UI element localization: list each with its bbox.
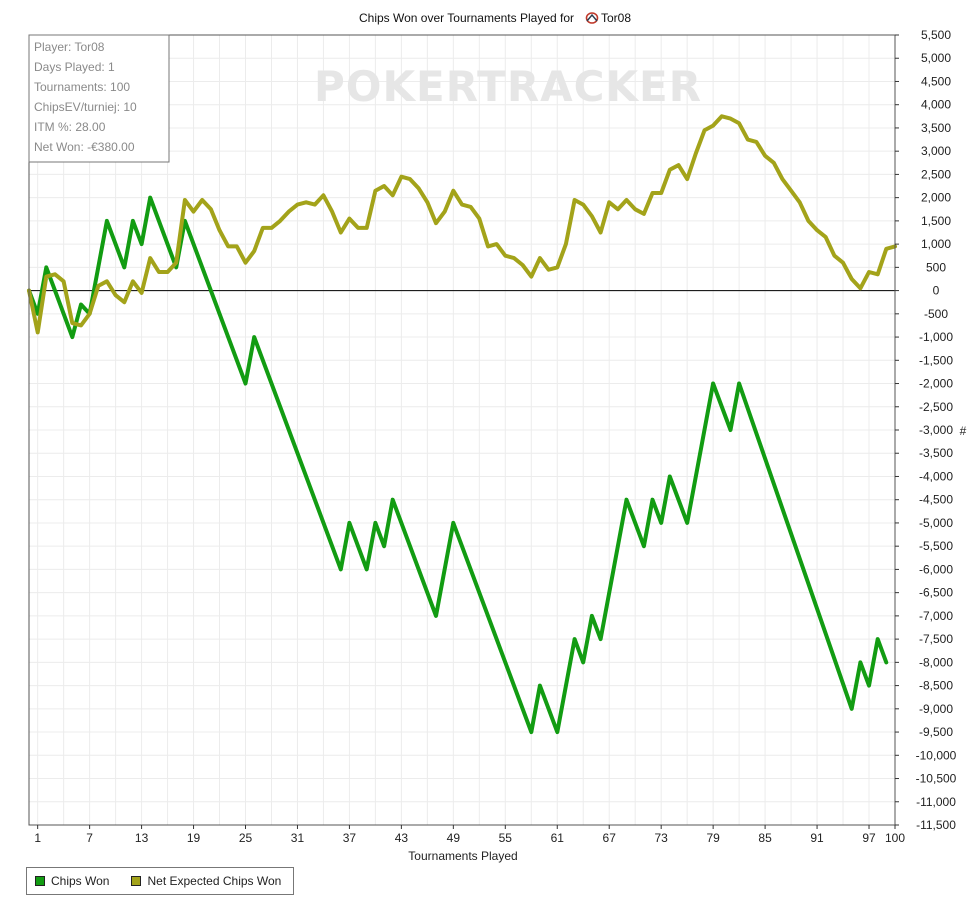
info-box: Player: Tor08 Days Played: 1 Tournaments… (28, 34, 170, 163)
info-itm: ITM %: 28.00 (34, 120, 106, 134)
chart-title-text: Chips Won over Tournaments Played for (359, 11, 574, 25)
pokertracker-watermark: POKERTRACKER (314, 62, 702, 111)
y-tick-label: -10,500 (916, 772, 957, 786)
series-layer (27, 114, 897, 735)
y-tick-label: 4,000 (921, 98, 951, 112)
x-tick-label: 97 (862, 831, 876, 845)
y-tick-label: -3,000 (919, 423, 953, 437)
y-tick-label: 2,000 (921, 191, 951, 205)
y-tick-label: -4,500 (919, 493, 953, 507)
info-days-played: Days Played: 1 (34, 60, 115, 74)
y-tick-label: -9,000 (919, 702, 953, 716)
axes: 5,500 5,000 4,500 4,000 3,500 3,000 2,500 2,000… (34, 28, 956, 845)
site-logo-icon (585, 12, 599, 24)
legend-label-net-expected: Net Expected Chips Won (147, 874, 282, 888)
y-tick-label: -7,000 (919, 609, 953, 623)
y-tick-label: 1,000 (921, 237, 951, 251)
info-chips-ev: ChipsEV/turniej: 10 (34, 100, 137, 114)
y-tick-label: -2,500 (919, 400, 953, 414)
x-tick-label: 7 (86, 831, 93, 845)
y-tick-label: 5,000 (921, 51, 951, 65)
y-tick-label: -8,000 (919, 655, 953, 669)
grid (29, 34, 896, 826)
legend-item-chips-won[interactable]: Chips Won (35, 874, 109, 888)
y-tick-label: -11,000 (916, 795, 956, 809)
y-tick-label: -3,500 (919, 446, 953, 460)
y-tick-label: -9,500 (919, 725, 953, 739)
y-tick-label: -4,000 (919, 469, 953, 483)
y-tick-label: -6,500 (919, 586, 953, 600)
x-tick-label: 49 (447, 831, 461, 845)
x-tick-label: 43 (395, 831, 409, 845)
y-tick-label: -1,500 (919, 353, 953, 367)
x-tick-label: 55 (499, 831, 513, 845)
y-tick-label: -5,000 (919, 516, 953, 530)
y-tick-label: 3,500 (921, 121, 951, 135)
y-tick-label: 500 (926, 260, 946, 274)
y-tick-label: -10,000 (916, 748, 957, 762)
x-tick-label: 61 (551, 831, 565, 845)
x-tick-label: 37 (343, 831, 357, 845)
y-tick-label: -5,500 (919, 539, 953, 553)
info-tournaments: Tournaments: 100 (34, 80, 130, 94)
x-axis-label: Tournaments Played (408, 849, 517, 863)
x-tick-label: 91 (810, 831, 824, 845)
chart-title-player: Tor08 (601, 11, 631, 25)
x-tick-label: 67 (603, 831, 617, 845)
legend: Chips Won Net Expected Chips Won (26, 867, 295, 895)
info-player: Player: Tor08 (34, 40, 105, 54)
y-axis-label: # (960, 424, 967, 438)
x-tick-label: 13 (135, 831, 149, 845)
y-tick-label: -1,000 (919, 330, 953, 344)
y-tick-label: 3,000 (921, 144, 951, 158)
chart-title: Chips Won over Tournaments Played for To… (359, 11, 631, 25)
y-tick-label: 4,500 (921, 74, 951, 88)
legend-swatch-net-expected (131, 876, 142, 886)
y-tick-label: -7,500 (919, 632, 953, 646)
y-tick-label: 1,500 (921, 214, 951, 228)
y-tick-label: -11,500 (916, 818, 956, 832)
y-tick-label: -8,500 (919, 679, 953, 693)
info-net-won: Net Won: -€380.00 (34, 140, 135, 154)
x-tick-label: 100 (885, 831, 905, 845)
legend-label-chips-won: Chips Won (51, 874, 110, 888)
y-tick-label: 2,500 (921, 167, 951, 181)
y-tick-label: 5,500 (921, 28, 951, 42)
y-tick-label: -2,000 (919, 377, 953, 391)
x-tick-label: 19 (187, 831, 201, 845)
y-tick-label: -500 (924, 307, 948, 321)
y-tick-label: -6,000 (919, 562, 953, 576)
x-tick-label: 25 (239, 831, 253, 845)
series-line-net-expected (27, 114, 897, 335)
x-tick-label: 85 (758, 831, 772, 845)
y-tick-label: 0 (933, 284, 940, 298)
x-tick-label: 31 (291, 831, 305, 845)
legend-swatch-chips-won (35, 876, 45, 886)
x-tick-label: 1 (34, 831, 41, 845)
x-tick-label: 79 (706, 831, 720, 845)
series-line-chips-won (27, 195, 889, 735)
legend-item-net-expected[interactable]: Net Expected Chips Won (131, 874, 281, 888)
x-tick-label: 73 (655, 831, 669, 845)
